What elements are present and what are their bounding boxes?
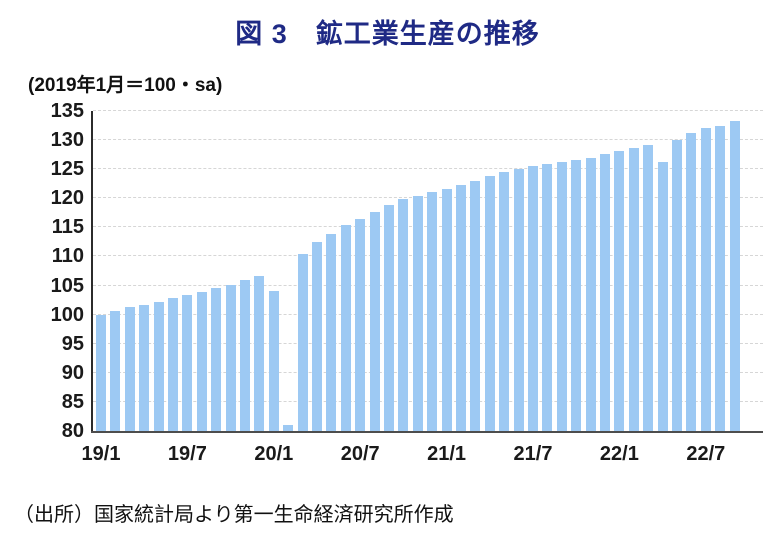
y-tick-label-110: 110 <box>51 245 84 268</box>
bar-22/7 <box>700 127 711 431</box>
x-tick-label-19/7: 19/7 <box>167 443 207 465</box>
y-tick-label-105: 105 <box>50 274 84 297</box>
bar-20/2 <box>283 425 294 431</box>
bar-21/11 <box>585 158 596 431</box>
bar-20/8 <box>369 211 380 431</box>
x-tick-label-20/1: 20/1 <box>254 443 294 465</box>
bar-21/5 <box>499 172 510 431</box>
gridline-125 <box>93 168 763 170</box>
bar-20/6 <box>340 225 351 431</box>
bar-22/8 <box>715 125 726 431</box>
y-tick-label-95: 95 <box>61 332 84 355</box>
bar-19/2 <box>110 311 121 431</box>
x-tick-label-21/7: 21/7 <box>513 443 553 465</box>
bar-19/9 <box>211 287 222 431</box>
bar-20/10 <box>398 199 409 431</box>
bar-20/5 <box>326 233 337 431</box>
bar-21/3 <box>470 180 481 431</box>
bar-22/6 <box>686 132 697 431</box>
plot-area <box>91 110 763 433</box>
bar-22/1 <box>614 151 625 431</box>
x-axis-line <box>91 431 763 433</box>
gridline-130 <box>93 139 763 141</box>
bar-21/10 <box>571 160 582 431</box>
bar-21/12 <box>600 154 610 431</box>
bar-22/5 <box>672 139 682 431</box>
bar-19/11 <box>240 280 250 431</box>
bar-21/6 <box>513 169 524 431</box>
x-tick-label-22/7: 22/7 <box>686 443 726 465</box>
bar-22/3 <box>643 144 654 431</box>
bar-20/12 <box>427 192 438 431</box>
bar-19/6 <box>168 297 178 431</box>
y-tick-label-125: 125 <box>50 158 84 181</box>
axis-unit-note: (2019年1月＝100・sa) <box>28 75 223 96</box>
bar-20/7 <box>355 219 366 431</box>
bar-20/3 <box>297 253 308 431</box>
bar-21/8 <box>542 163 553 431</box>
bar-21/9 <box>556 162 567 431</box>
y-tick-label-120: 120 <box>50 187 84 210</box>
bar-21/2 <box>456 184 466 431</box>
bar-22/4 <box>657 162 668 431</box>
bar-19/1 <box>96 314 106 431</box>
y-tick-label-130: 130 <box>50 129 84 152</box>
y-tick-label-85: 85 <box>61 390 84 413</box>
x-tick-label-22/1: 22/1 <box>599 443 639 465</box>
y-tick-label-90: 90 <box>61 361 84 384</box>
bar-20/11 <box>412 195 423 431</box>
bar-20/1 <box>268 290 279 431</box>
bar-21/7 <box>528 165 538 431</box>
y-tick-label-135: 135 <box>50 100 84 122</box>
y-tick-label-80: 80 <box>61 420 84 442</box>
y-tick-label-100: 100 <box>50 303 84 326</box>
source-note: （出所）国家統計局より第一生命経済研究所作成 <box>14 504 454 526</box>
x-tick-label-19/1: 19/1 <box>81 443 121 465</box>
bar-19/10 <box>225 284 236 431</box>
bar-19/3 <box>124 307 135 431</box>
bar-20/4 <box>312 241 322 431</box>
bar-22/9 <box>729 120 740 431</box>
bar-21/1 <box>441 188 452 431</box>
bar-19/7 <box>182 294 193 431</box>
gridline-135 <box>93 110 763 111</box>
bar-19/5 <box>153 301 164 431</box>
chart-title: 図 3 鉱工業生産の推移 <box>235 19 540 49</box>
x-tick-label-20/7: 20/7 <box>340 443 380 465</box>
bar-20/9 <box>384 204 394 431</box>
bar-22/2 <box>628 147 639 431</box>
x-tick-label-21/1: 21/1 <box>427 443 467 465</box>
bar-19/4 <box>139 305 150 431</box>
y-tick-label-115: 115 <box>51 216 84 239</box>
y-axis-line <box>91 111 93 431</box>
bar-19/12 <box>254 276 265 431</box>
bar-19/8 <box>196 291 207 431</box>
bar-21/4 <box>484 176 495 431</box>
